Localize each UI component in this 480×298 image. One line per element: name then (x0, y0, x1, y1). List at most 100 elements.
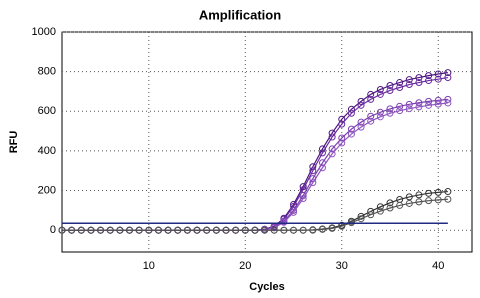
data-point (405, 193, 413, 201)
data-point (444, 95, 452, 103)
data-point (396, 201, 404, 209)
data-point (425, 101, 433, 109)
data-point (338, 139, 346, 147)
y-tick-label: 1000 (32, 26, 56, 38)
data-point (386, 86, 394, 94)
data-point (328, 145, 336, 153)
data-point (347, 130, 355, 138)
data-point (415, 198, 423, 206)
x-tick-label: 20 (239, 260, 251, 272)
data-point (183, 226, 191, 234)
data-point (87, 226, 95, 234)
data-point (376, 203, 384, 211)
plot-area (61, 31, 473, 253)
data-point (405, 105, 413, 113)
data-point (376, 85, 384, 93)
data-point (280, 218, 288, 226)
data-point (367, 112, 375, 120)
data-point (164, 226, 172, 234)
data-point (193, 226, 201, 234)
data-point (347, 105, 355, 113)
data-point (425, 197, 433, 205)
data-point (116, 226, 124, 234)
data-point (386, 105, 394, 113)
data-point (347, 109, 355, 117)
data-point (396, 107, 404, 115)
data-point (425, 189, 433, 197)
data-point (299, 226, 307, 234)
data-point (415, 74, 423, 82)
data-point (415, 79, 423, 87)
data-point (434, 70, 442, 78)
data-point (290, 206, 298, 214)
data-point (396, 102, 404, 110)
data-point (97, 226, 105, 234)
data-point (328, 150, 336, 158)
data-point (405, 81, 413, 89)
y-tick-label: 200 (38, 184, 56, 196)
data-point (270, 226, 278, 234)
data-point (328, 224, 336, 232)
data-point (434, 96, 442, 104)
data-point (318, 164, 326, 172)
data-point (135, 226, 143, 234)
y-tick-label: 600 (38, 105, 56, 117)
data-point (405, 199, 413, 207)
data-point (58, 226, 66, 234)
x-axis-label: Cycles (249, 281, 284, 293)
data-point (386, 82, 394, 90)
data-point (318, 149, 326, 157)
data-point (376, 207, 384, 215)
data-point (386, 109, 394, 117)
data-point (376, 90, 384, 98)
data-point (396, 83, 404, 91)
data-point (145, 226, 153, 234)
y-tick-label: 800 (38, 66, 56, 78)
data-point (434, 100, 442, 108)
data-point (415, 103, 423, 111)
data-point (425, 97, 433, 105)
data-point (174, 226, 182, 234)
data-point (444, 195, 452, 203)
data-point (367, 90, 375, 98)
data-point (444, 69, 452, 77)
data-point (290, 226, 298, 234)
data-point (299, 194, 307, 202)
data-point (77, 226, 85, 234)
data-point (212, 226, 220, 234)
data-point (434, 188, 442, 196)
data-point (203, 226, 211, 234)
data-point (222, 226, 230, 234)
data-point (425, 77, 433, 85)
data-point (386, 204, 394, 212)
data-point (444, 99, 452, 107)
x-tick-label: 10 (143, 260, 155, 272)
data-point (106, 226, 114, 234)
data-point (405, 100, 413, 108)
y-axis-label: RFU (8, 131, 20, 154)
data-point (309, 179, 317, 187)
data-point (309, 226, 317, 234)
data-point (444, 188, 452, 196)
data-point (434, 75, 442, 83)
data-point (270, 224, 278, 232)
data-point (328, 133, 336, 141)
x-tick-label: 40 (432, 260, 444, 272)
chart-title: Amplification (199, 7, 281, 22)
data-point (232, 226, 240, 234)
data-point (357, 118, 365, 126)
data-point (357, 97, 365, 105)
data-point (357, 123, 365, 131)
data-point (425, 72, 433, 80)
data-point (415, 99, 423, 107)
y-tick-label: 0 (50, 224, 56, 236)
data-point (357, 215, 365, 223)
data-point (280, 226, 288, 234)
data-point (396, 79, 404, 87)
data-point (367, 95, 375, 103)
x-tick-label: 30 (336, 260, 348, 272)
data-point (251, 226, 259, 234)
data-point (126, 226, 134, 234)
data-point (367, 211, 375, 219)
